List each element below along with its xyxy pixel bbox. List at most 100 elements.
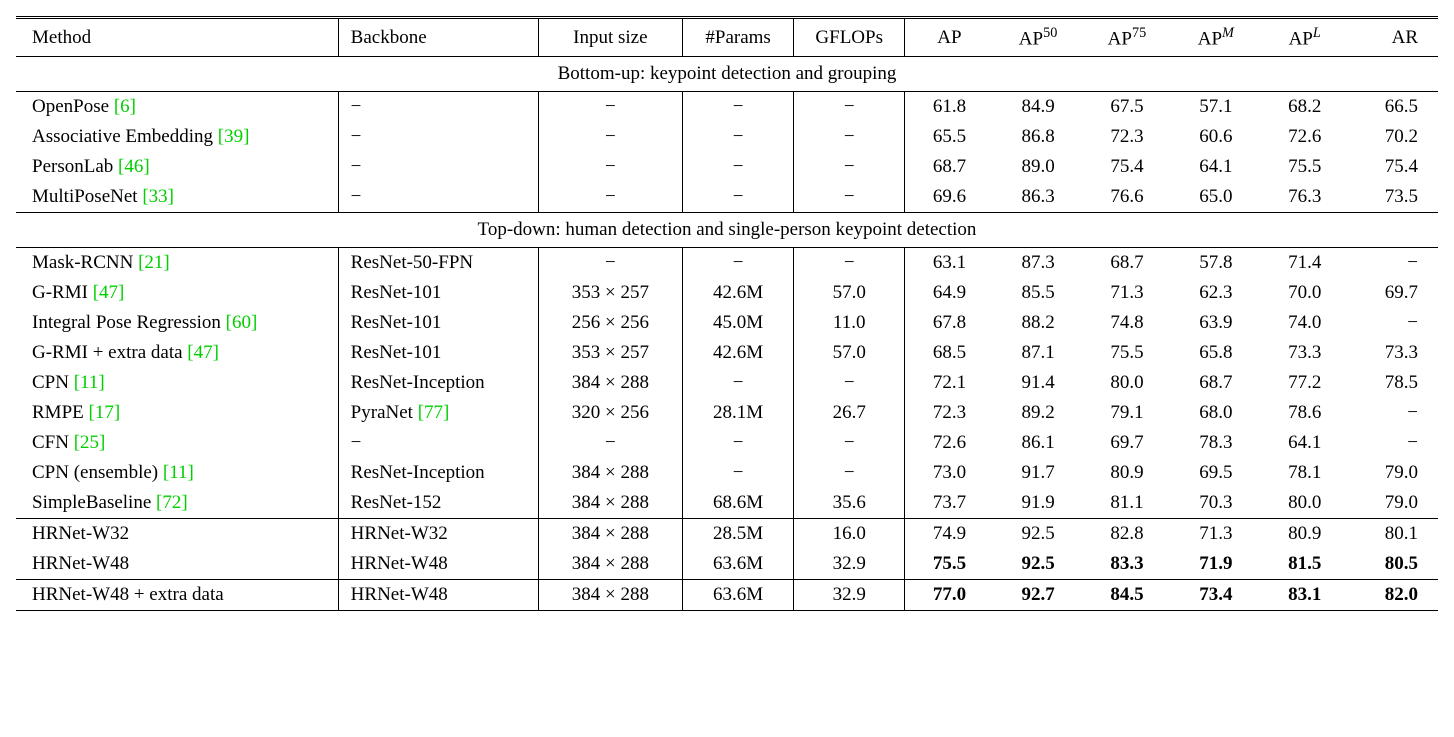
cell-gflops: 32.9 [794,580,905,611]
cell-params: − [683,428,794,458]
cell-method: HRNet-W32 [16,519,338,550]
cell-apm: 73.4 [1171,580,1260,611]
cell-apm: 70.3 [1171,488,1260,519]
cell-input: − [538,122,682,152]
cell-method: Integral Pose Regression [60] [16,308,338,338]
col-input: Input size [538,18,682,57]
table-row: HRNet-W48HRNet-W48384 × 28863.6M32.975.5… [16,549,1438,580]
cell-apl: 78.1 [1260,458,1349,488]
cell-ap75: 80.9 [1083,458,1172,488]
cell-ap50: 86.3 [994,182,1083,213]
col-apl: APL [1260,18,1349,57]
cell-input: 353 × 257 [538,278,682,308]
cell-ap50: 89.0 [994,152,1083,182]
cell-ap: 74.9 [905,519,994,550]
cell-ap: 67.8 [905,308,994,338]
table-row: G-RMI [47]ResNet-101353 × 25742.6M57.064… [16,278,1438,308]
cell-apl: 72.6 [1260,122,1349,152]
cell-ap: 68.7 [905,152,994,182]
cell-ap50: 91.9 [994,488,1083,519]
cell-ap: 65.5 [905,122,994,152]
cell-apl: 70.0 [1260,278,1349,308]
cell-input: 384 × 288 [538,458,682,488]
cell-backbone: ResNet-101 [338,338,538,368]
cell-params: 63.6M [683,549,794,580]
cell-input: 384 × 288 [538,488,682,519]
cell-gflops: 16.0 [794,519,905,550]
section-topdown: Top-down: human detection and single-per… [16,213,1438,248]
col-ar: AR [1349,18,1438,57]
col-backbone: Backbone [338,18,538,57]
cell-ap: 75.5 [905,549,994,580]
cell-apl: 80.0 [1260,488,1349,519]
cell-method: SimpleBaseline [72] [16,488,338,519]
cell-params: 63.6M [683,580,794,611]
cell-ap75: 81.1 [1083,488,1172,519]
table-row: Associative Embedding [39]−−−−65.586.872… [16,122,1438,152]
cell-params: − [683,152,794,182]
cell-method: G-RMI [47] [16,278,338,308]
cell-apl: 68.2 [1260,92,1349,123]
cell-ar: − [1349,428,1438,458]
col-ap: AP [905,18,994,57]
cell-params: − [683,122,794,152]
cell-method: Associative Embedding [39] [16,122,338,152]
cell-ar: 69.7 [1349,278,1438,308]
cell-apm: 62.3 [1171,278,1260,308]
cell-ap75: 75.5 [1083,338,1172,368]
cell-backbone: − [338,122,538,152]
cell-apm: 63.9 [1171,308,1260,338]
cell-ar: 80.5 [1349,549,1438,580]
table-row: PersonLab [46]−−−−68.789.075.464.175.575… [16,152,1438,182]
cell-ap50: 85.5 [994,278,1083,308]
cell-apl: 77.2 [1260,368,1349,398]
cell-ap: 63.1 [905,248,994,279]
cell-apm: 71.9 [1171,549,1260,580]
cell-apm: 69.5 [1171,458,1260,488]
cell-params: − [683,92,794,123]
cell-apl: 80.9 [1260,519,1349,550]
cell-method: PersonLab [46] [16,152,338,182]
cell-ap: 72.6 [905,428,994,458]
cell-backbone: − [338,428,538,458]
cell-ap75: 80.0 [1083,368,1172,398]
cell-backbone: HRNet-W48 [338,549,538,580]
col-gflops: GFLOPs [794,18,905,57]
col-params: #Params [683,18,794,57]
cell-ap50: 91.4 [994,368,1083,398]
cell-ar: 70.2 [1349,122,1438,152]
table-row: Integral Pose Regression [60]ResNet-1012… [16,308,1438,338]
cell-gflops: − [794,368,905,398]
cell-ar: 66.5 [1349,92,1438,123]
cell-apl: 76.3 [1260,182,1349,213]
cell-ap75: 83.3 [1083,549,1172,580]
cell-ap75: 82.8 [1083,519,1172,550]
cell-ar: − [1349,248,1438,279]
cell-input: − [538,152,682,182]
table-row: CPN [11]ResNet-Inception384 × 288−−72.19… [16,368,1438,398]
col-method: Method [16,18,338,57]
cell-input: − [538,182,682,213]
cell-backbone: PyraNet [77] [338,398,538,428]
cell-ar: 82.0 [1349,580,1438,611]
cell-ap: 72.3 [905,398,994,428]
cell-ap75: 75.4 [1083,152,1172,182]
cell-ap75: 67.5 [1083,92,1172,123]
cell-ap75: 74.8 [1083,308,1172,338]
cell-backbone: HRNet-W48 [338,580,538,611]
cell-ar: 75.4 [1349,152,1438,182]
cell-input: − [538,428,682,458]
cell-ap50: 87.3 [994,248,1083,279]
cell-ap: 68.5 [905,338,994,368]
cell-ap50: 89.2 [994,398,1083,428]
cell-apl: 74.0 [1260,308,1349,338]
cell-apm: 60.6 [1171,122,1260,152]
cell-apl: 64.1 [1260,428,1349,458]
cell-input: 320 × 256 [538,398,682,428]
col-ap50: AP50 [994,18,1083,57]
cell-backbone: ResNet-101 [338,308,538,338]
cell-gflops: 57.0 [794,338,905,368]
cell-ap50: 88.2 [994,308,1083,338]
cell-apm: 64.1 [1171,152,1260,182]
cell-gflops: − [794,152,905,182]
